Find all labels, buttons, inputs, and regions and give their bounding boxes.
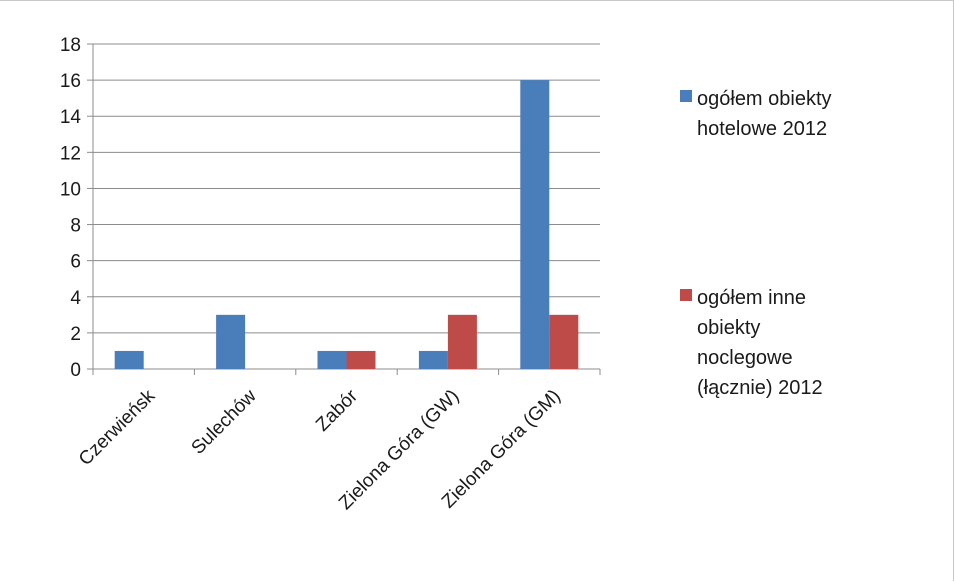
bars <box>114 80 579 369</box>
y-tick-label: 10 <box>60 179 81 200</box>
bar <box>418 350 448 369</box>
bar <box>216 314 246 369</box>
bar <box>317 350 347 369</box>
bar <box>520 80 550 369</box>
x-tick-label: Czerwieńsk <box>75 385 160 470</box>
x-tick-label: Zabór <box>312 385 362 435</box>
y-tick-label: 8 <box>70 216 81 237</box>
legend-label: ogółem inne <box>697 287 806 309</box>
legend: ogółem obiekty hotelowe 2012 ogółem inne ob… <box>680 88 832 399</box>
bar <box>346 350 376 369</box>
bar <box>447 314 477 369</box>
x-tick-label: Sulechów <box>188 385 261 458</box>
legend-label: obiekty <box>697 317 760 339</box>
legend-label: (łącznie) 2012 <box>697 377 823 399</box>
legend-swatch <box>680 90 692 102</box>
legend-label: noclegowe <box>697 347 793 369</box>
y-tick-label: 4 <box>70 288 81 309</box>
y-tick-labels: 0 2 4 6 8 10 12 14 16 18 <box>60 35 82 381</box>
legend-label: ogółem obiekty <box>697 88 832 110</box>
legend-label: hotelowe 2012 <box>697 118 827 140</box>
bar <box>114 350 144 369</box>
legend-swatch <box>680 289 692 301</box>
y-tick-label: 12 <box>60 143 81 164</box>
y-tick-label: 0 <box>70 360 81 381</box>
y-tick-label: 18 <box>60 35 81 56</box>
y-tick-label: 14 <box>60 107 82 128</box>
y-tick-label: 6 <box>70 252 81 273</box>
bar <box>549 314 579 369</box>
y-tick-label: 16 <box>60 71 81 92</box>
y-tick-label: 2 <box>70 324 81 345</box>
gridlines <box>93 43 600 334</box>
